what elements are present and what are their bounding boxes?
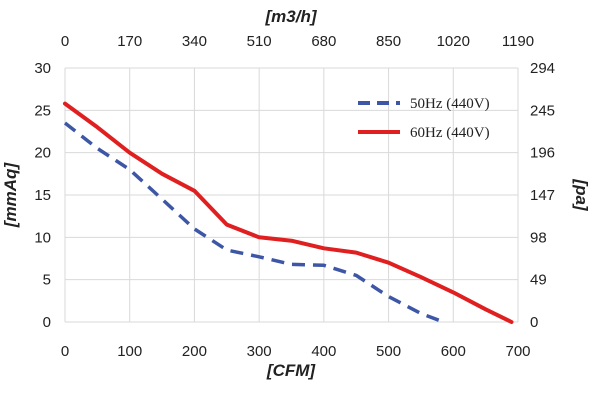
series-layer bbox=[63, 101, 514, 324]
x2-axis-title: [m3/h] bbox=[265, 7, 318, 26]
x2-tick-label: 850 bbox=[376, 33, 401, 50]
y-tick-label: 30 bbox=[34, 60, 51, 77]
legend: 50Hz (440V) 60Hz (440V) bbox=[358, 96, 490, 141]
x2-tick-label: 1190 bbox=[502, 33, 534, 50]
x-tick-label: 200 bbox=[182, 343, 207, 360]
x2-tick-label: 1020 bbox=[437, 33, 470, 50]
series-line-50hz bbox=[63, 121, 445, 324]
x2-tick-label: 0 bbox=[61, 33, 69, 50]
y-axis-title: [mmAq] bbox=[1, 162, 20, 229]
x2-tick-label: 680 bbox=[311, 33, 336, 50]
y-tick-label: 15 bbox=[34, 187, 51, 204]
x-tick-label: 500 bbox=[376, 343, 401, 360]
legend-label-50hz: 50Hz (440V) bbox=[410, 96, 490, 112]
y2-tick-label: 294 bbox=[530, 60, 555, 77]
legend-label-60hz: 60Hz (440V) bbox=[410, 125, 490, 141]
y2-tick-label: 245 bbox=[530, 102, 555, 119]
y-tick-label: 0 bbox=[43, 314, 51, 331]
x-tick-label: 600 bbox=[441, 343, 466, 360]
x2-tick-label: 510 bbox=[247, 33, 272, 50]
x-tick-label: 300 bbox=[247, 343, 272, 360]
y-tick-label: 5 bbox=[43, 272, 51, 289]
y2-tick-label: 0 bbox=[530, 314, 538, 331]
x-tick-label: 400 bbox=[311, 343, 336, 360]
y-tick-label: 20 bbox=[34, 145, 51, 162]
series-line-60hz bbox=[63, 101, 514, 324]
x-tick-label: 100 bbox=[117, 343, 142, 360]
y2-tick-label: 98 bbox=[530, 229, 547, 246]
y2-tick-label: 147 bbox=[530, 187, 555, 204]
x-axis-title: [CFM] bbox=[266, 361, 316, 380]
x2-tick-label: 170 bbox=[117, 33, 142, 50]
y2-tick-label: 49 bbox=[530, 272, 547, 289]
grid-lines bbox=[64, 67, 519, 323]
x-tick-label: 0 bbox=[61, 343, 69, 360]
y2-axis-title: [pa] bbox=[572, 178, 591, 212]
x-tick-label: 700 bbox=[505, 343, 530, 360]
y-tick-label: 25 bbox=[34, 102, 51, 119]
y-tick-label: 10 bbox=[34, 229, 51, 246]
y2-tick-label: 196 bbox=[530, 145, 555, 162]
x2-tick-label: 340 bbox=[182, 33, 207, 50]
